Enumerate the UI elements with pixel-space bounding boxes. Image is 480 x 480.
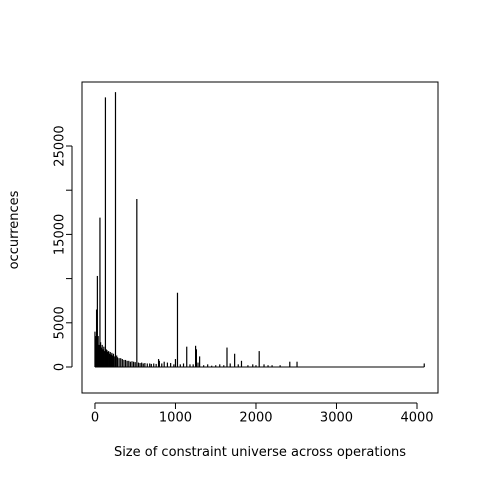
x-tick-label: 1000 xyxy=(159,411,192,426)
y-tick-label: 0 xyxy=(53,363,68,371)
x-tick-label: 2000 xyxy=(239,411,272,426)
y-tick-label: 5000 xyxy=(53,306,68,339)
x-tick-label: 0 xyxy=(91,411,99,426)
plot-frame xyxy=(81,81,439,394)
y-tick-label: 15000 xyxy=(53,214,68,255)
x-axis-title: Size of constraint universe across opera… xyxy=(114,445,406,460)
y-tick-label: 25000 xyxy=(53,125,68,166)
x-tick-label: 4000 xyxy=(400,411,433,426)
y-axis-title: occurrences xyxy=(7,190,22,269)
x-tick-label: 3000 xyxy=(320,411,353,426)
